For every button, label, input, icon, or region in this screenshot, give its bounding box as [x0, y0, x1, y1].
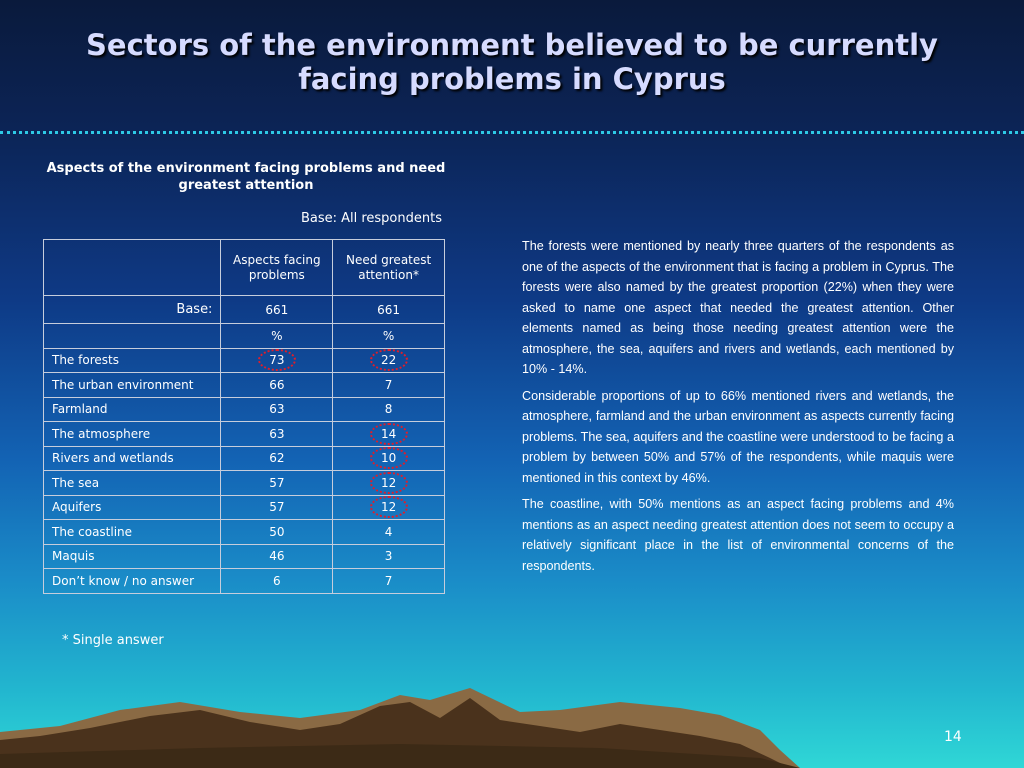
row-label: The sea: [42, 470, 222, 496]
table-row: Don’t know / no answer 6 7: [42, 568, 445, 594]
attention-value: 7: [384, 377, 393, 392]
table-header-row: Aspects facing problems Need greatest at…: [42, 239, 445, 296]
problems-value: 62: [269, 451, 285, 466]
attention-value-circled: 14: [369, 422, 408, 445]
problems-value-cell: 73: [220, 347, 334, 373]
problems-value-cell: 57: [220, 470, 334, 496]
unit-empty-cell: [42, 323, 222, 349]
problems-value-cell: 66: [220, 372, 334, 398]
header-attention: Need greatest attention*: [332, 239, 445, 296]
problems-value: 63: [269, 426, 285, 441]
row-label: Farmland: [42, 396, 222, 422]
base-value-attention: 661: [332, 295, 445, 324]
table-row: Maquis 46 3: [42, 543, 445, 569]
attention-value-cell: 7: [332, 372, 445, 398]
table-row: Rivers and wetlands 62 10: [42, 445, 445, 471]
base-value-problems: 661: [220, 295, 334, 324]
paragraph: The forests were mentioned by nearly thr…: [522, 239, 954, 376]
table-row: The atmosphere 63 14: [42, 421, 445, 447]
row-label: The urban environment: [42, 372, 222, 398]
mountain-landscape-image: [0, 688, 800, 768]
dotted-divider: [0, 131, 1024, 134]
attention-value: 8: [384, 402, 393, 417]
header-problems: Aspects facing problems: [220, 239, 334, 296]
problems-value-cell: 57: [220, 494, 334, 520]
problems-value-cell: 63: [220, 396, 334, 422]
problems-value: 6: [273, 573, 281, 588]
paragraph: The coastline, with 50% mentions as an a…: [522, 497, 954, 573]
problems-value-cell: 63: [220, 421, 334, 447]
attention-value-circled: 22: [369, 349, 408, 372]
footnote: * Single answer: [62, 633, 164, 648]
header-empty-cell: [42, 239, 222, 296]
attention-value-circled: 10: [369, 447, 408, 470]
base-label: Base:: [42, 295, 222, 324]
results-table: Aspects facing problems Need greatest at…: [42, 239, 445, 594]
row-label: The atmosphere: [42, 421, 222, 447]
base-row: Base: 661 661: [42, 295, 445, 324]
table-row: The urban environment 66 7: [42, 372, 445, 398]
attention-value: 4: [384, 524, 393, 539]
problems-value-cell: 62: [220, 445, 334, 471]
table-row: The coastline 50 4: [42, 519, 445, 545]
attention-value: 7: [384, 573, 393, 588]
slide-title: Sectors of the environment believed to b…: [86, 28, 938, 96]
foreground-ground: [0, 744, 800, 768]
attention-value-circled: 12: [369, 496, 408, 519]
table-row: Aquifers 57 12: [42, 494, 445, 520]
attention-value-cell: 12: [332, 470, 445, 496]
problems-value: 57: [269, 475, 285, 490]
attention-value-cell: 10: [332, 445, 445, 471]
commentary-text: The forests were mentioned by nearly thr…: [522, 236, 954, 582]
problems-value-cell: 50: [220, 519, 334, 545]
attention-value-circled: 12: [369, 471, 408, 494]
attention-value-cell: 4: [332, 519, 445, 545]
attention-value-cell: 12: [332, 494, 445, 520]
problems-value-cell: 6: [220, 568, 334, 594]
row-label: The forests: [42, 347, 222, 373]
table-title: Aspects of the environment facing proble…: [46, 161, 446, 193]
unit-problems: %: [220, 323, 334, 349]
row-label: Don’t know / no answer: [42, 568, 222, 594]
attention-value: 3: [384, 549, 393, 564]
row-label: Maquis: [42, 543, 222, 569]
problems-value-cell: 46: [220, 543, 334, 569]
table-row: The forests 73 22: [42, 347, 445, 373]
page-number: 14: [944, 729, 962, 745]
base-note: Base: All respondents: [300, 211, 442, 226]
attention-value-cell: 7: [332, 568, 445, 594]
attention-value-cell: 3: [332, 543, 445, 569]
problems-value: 46: [269, 549, 285, 564]
table-row: The sea 57 12: [42, 470, 445, 496]
row-label: Aquifers: [42, 494, 222, 520]
paragraph: Considerable proportions of up to 66% me…: [522, 388, 954, 485]
attention-value-cell: 8: [332, 396, 445, 422]
problems-value: 50: [269, 524, 285, 539]
problems-value: 66: [269, 377, 285, 392]
attention-value-cell: 22: [332, 347, 445, 373]
problems-value-circled: 73: [257, 349, 296, 372]
attention-value-cell: 14: [332, 421, 445, 447]
unit-row: % %: [42, 323, 445, 349]
table-row: Farmland 63 8: [42, 396, 445, 422]
row-label: Rivers and wetlands: [42, 445, 222, 471]
unit-attention: %: [332, 323, 445, 349]
problems-value: 57: [269, 500, 285, 515]
problems-value: 63: [269, 402, 285, 417]
row-label: The coastline: [42, 519, 222, 545]
